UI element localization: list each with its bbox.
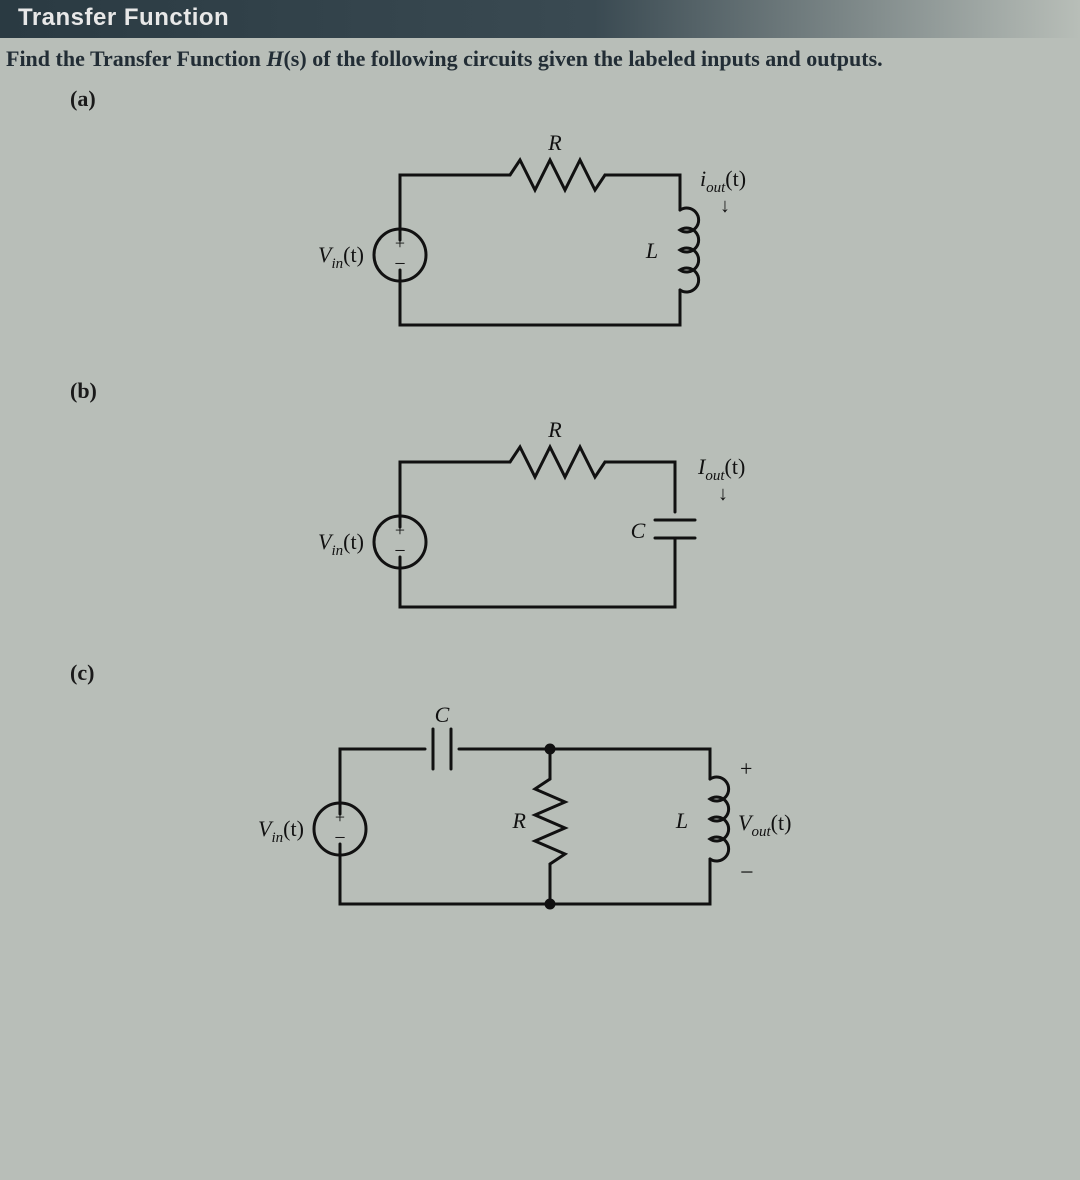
part-a-label: (a)	[0, 86, 1080, 112]
svg-text:−: −	[394, 540, 405, 562]
prompt-suffix: of the following circuits given the labe…	[307, 46, 883, 71]
a-vin-arg: (t)	[343, 242, 364, 267]
c-R-label: R	[512, 808, 527, 833]
svg-text:+: +	[395, 520, 405, 540]
a-iout-sub: out	[706, 180, 726, 196]
circuit-b: + − Vin(t) R C Iout(t) ↓	[0, 412, 1080, 642]
circuit-a: + − Vin(t) R L iout(t) ↓	[0, 120, 1080, 360]
prompt: Find the Transfer Function H(s) of the f…	[0, 38, 1080, 78]
c-vout-sub: out	[751, 824, 771, 840]
svg-text:+: +	[395, 233, 405, 253]
prompt-paren: (s)	[283, 46, 306, 71]
b-Iout-arrow: ↓	[718, 483, 728, 505]
a-iout-arrow: ↓	[720, 195, 730, 217]
c-C-label: C	[435, 702, 450, 727]
prompt-prefix: Find the Transfer Function	[6, 46, 266, 71]
a-vin-sub: in	[331, 256, 343, 272]
title-bar: Transfer Function	[0, 0, 1080, 38]
part-c-label: (c)	[0, 660, 1080, 686]
b-Iout-sub: out	[705, 468, 725, 484]
title-text: Transfer Function	[18, 4, 229, 31]
circuit-c: + − Vin(t) C R L + − Vout(t)	[0, 694, 1080, 944]
a-iout-arg: (t)	[725, 166, 746, 191]
svg-text:+: +	[335, 807, 345, 827]
b-vin-sub: in	[331, 543, 343, 559]
b-vin-arg: (t)	[343, 529, 364, 554]
b-Iout-arg: (t)	[725, 454, 746, 479]
svg-text:Vout(t): Vout(t)	[738, 810, 791, 840]
c-vout-plus: +	[740, 756, 752, 781]
svg-text:Vin(t): Vin(t)	[258, 816, 304, 846]
svg-text:iout(t): iout(t)	[700, 166, 746, 196]
c-vout-arg: (t)	[771, 810, 792, 835]
c-vin-arg: (t)	[283, 816, 304, 841]
a-R-label: R	[547, 130, 562, 155]
c-L-label: L	[675, 808, 688, 833]
c-vin-sub: in	[271, 830, 283, 846]
svg-text:−: −	[394, 253, 405, 275]
svg-text:Vin(t): Vin(t)	[318, 529, 364, 559]
part-b-label: (b)	[0, 378, 1080, 404]
b-C-label: C	[631, 518, 646, 543]
svg-text:−: −	[334, 827, 345, 849]
b-R-label: R	[547, 417, 562, 442]
c-vout-minus: −	[740, 860, 754, 886]
svg-text:Iout(t): Iout(t)	[697, 454, 745, 484]
a-L-label: L	[645, 238, 658, 263]
prompt-H: H	[266, 46, 283, 71]
svg-text:Vin(t): Vin(t)	[318, 242, 364, 272]
